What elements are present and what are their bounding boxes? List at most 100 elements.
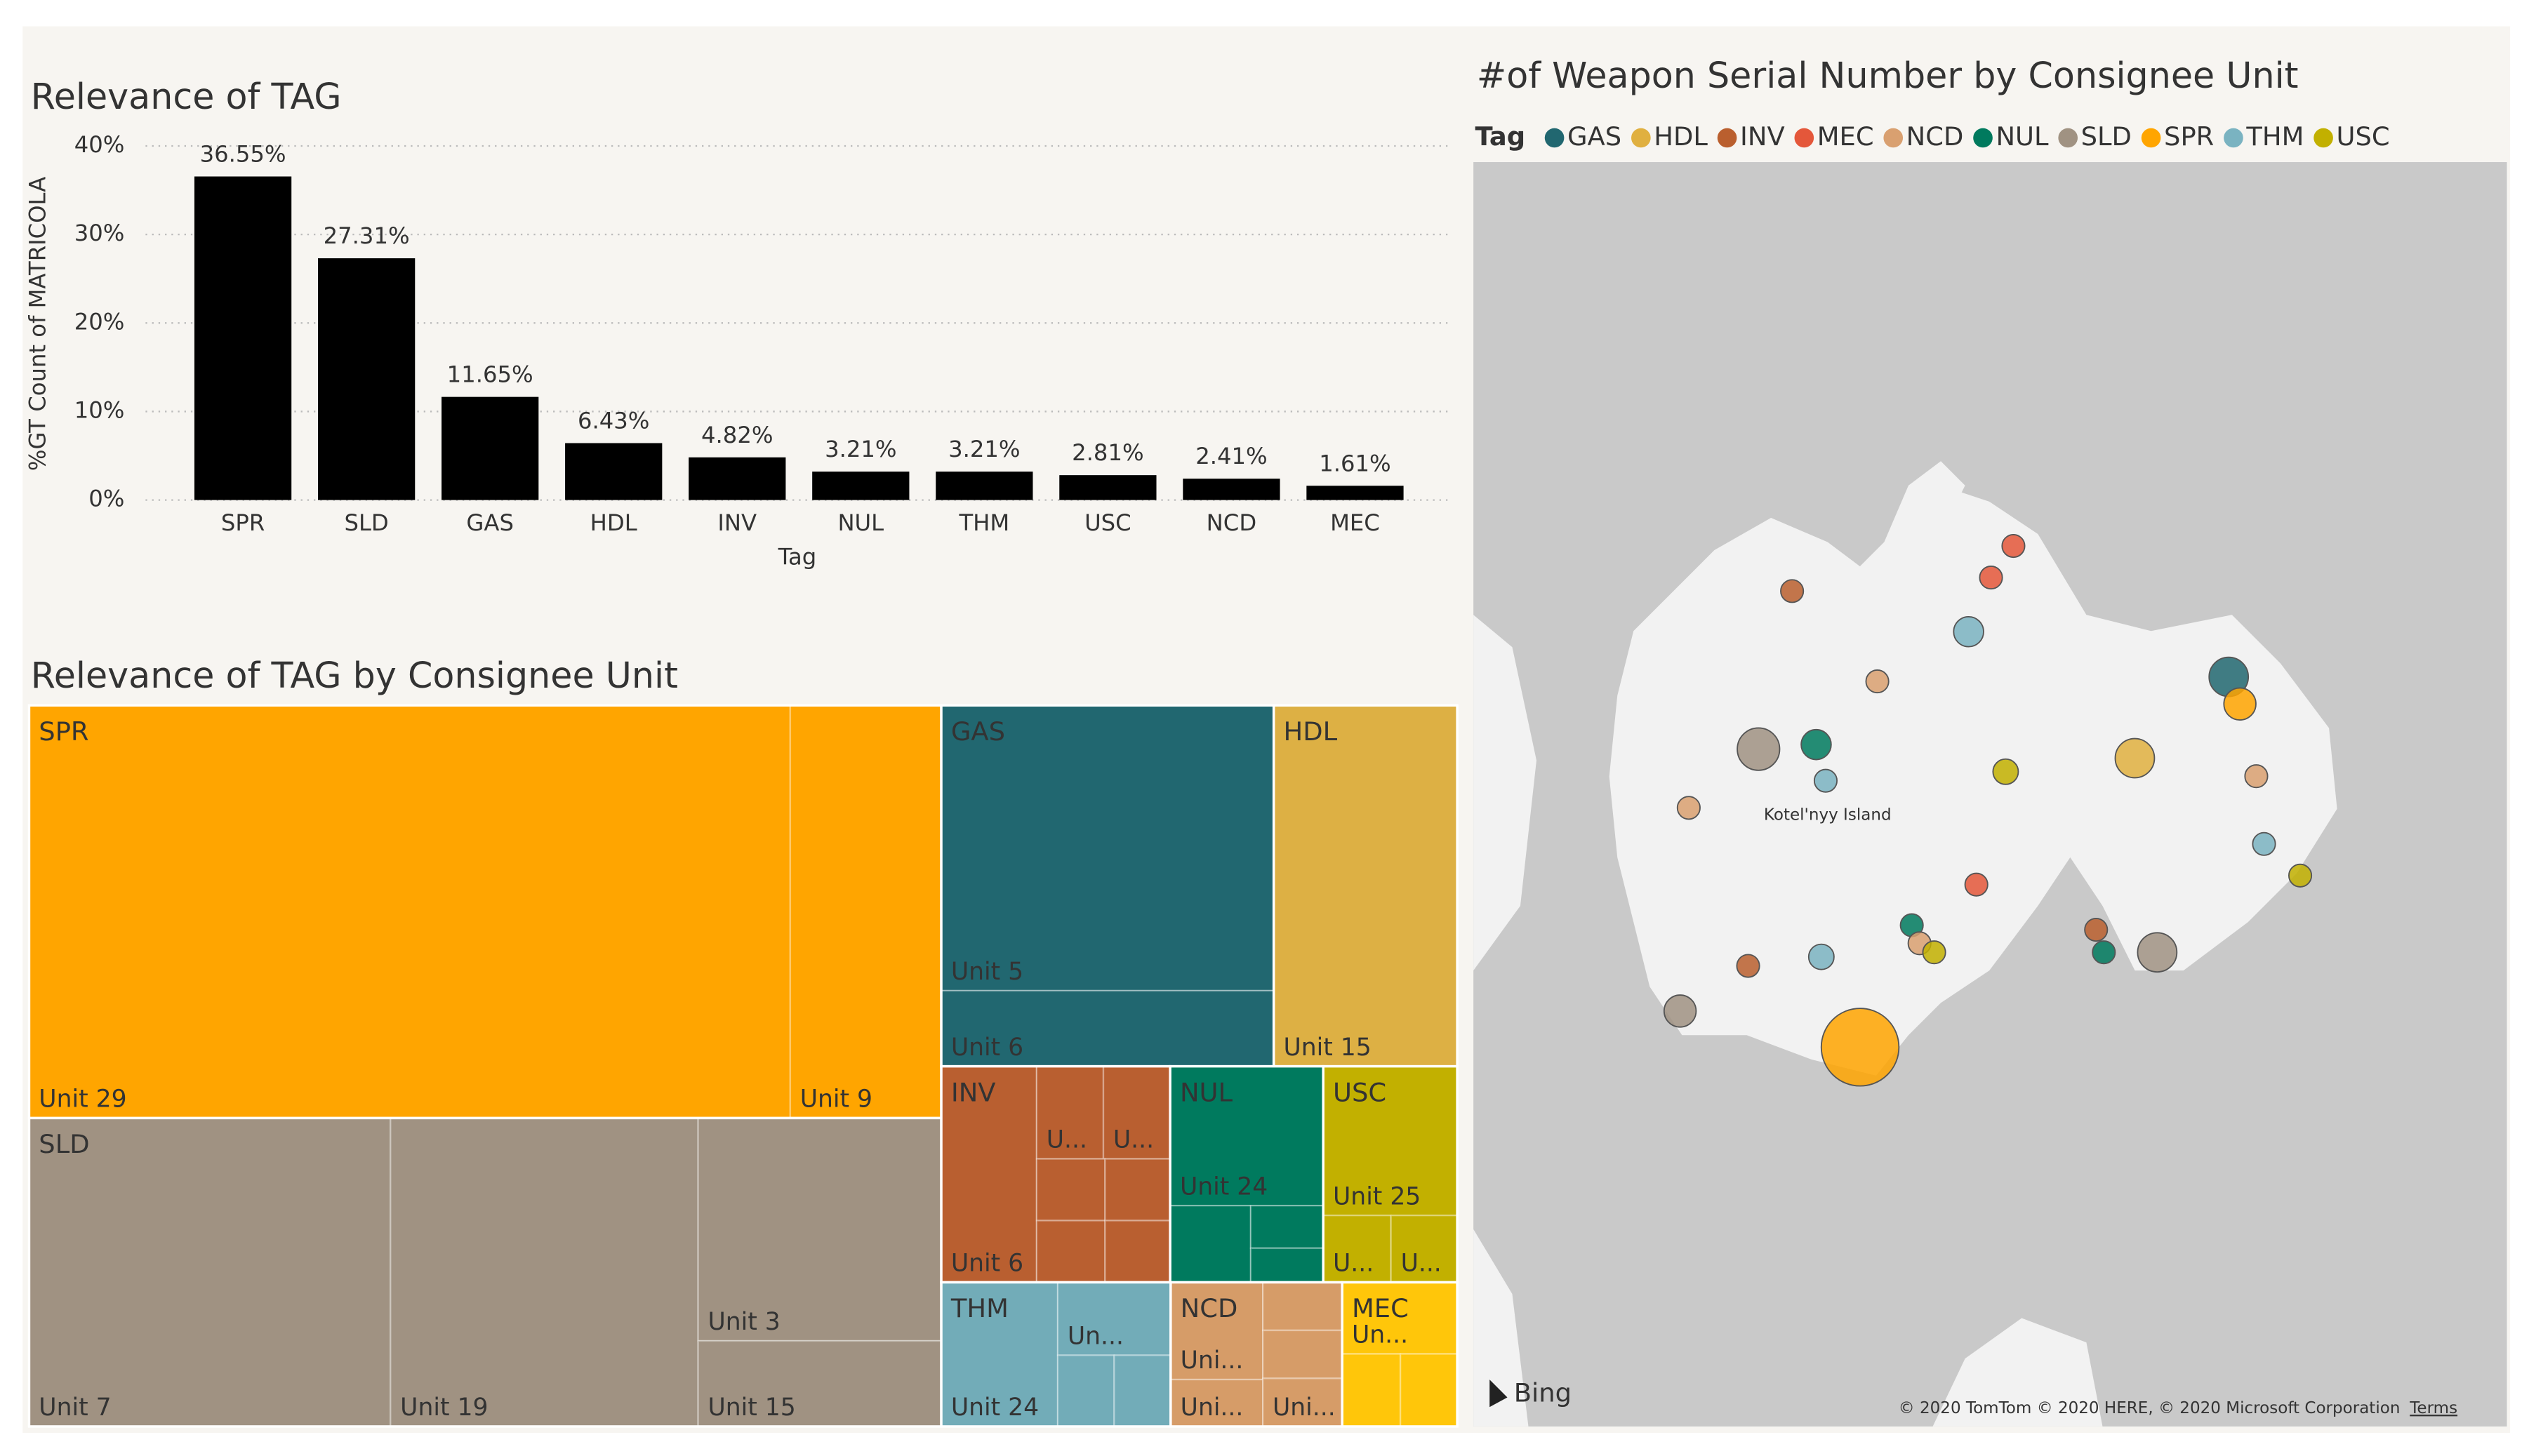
map-bubble xyxy=(2252,831,2276,856)
map-bubble xyxy=(2114,737,2156,779)
map-bubble xyxy=(2223,687,2257,721)
x-tick-label: SLD xyxy=(344,509,388,536)
bar xyxy=(565,443,663,500)
treemap-group: Unit 6 U... U... INV xyxy=(940,1064,1171,1284)
value-label: 2.81% xyxy=(1072,439,1143,466)
legend-swatch xyxy=(1544,128,1565,148)
treemap-tile xyxy=(1035,1158,1106,1222)
group-label: SLD xyxy=(39,1129,89,1159)
map-bubble xyxy=(1813,768,1838,793)
tile-label: Un... xyxy=(1068,1323,1124,1351)
map-bubble xyxy=(2001,533,2026,559)
tile-label: Unit 15 xyxy=(708,1394,795,1422)
legend-swatch xyxy=(2058,128,2078,148)
x-tick-label: USC xyxy=(1084,509,1131,536)
treemap-tile xyxy=(1113,1354,1171,1428)
legend-label: HDL xyxy=(1654,121,1708,152)
map-bubble xyxy=(1663,994,1697,1028)
tile-label: Unit 25 xyxy=(1333,1182,1421,1210)
y-tick-label: 20% xyxy=(74,308,125,335)
legend-label: USC xyxy=(2337,121,2390,152)
tile-label: Un... xyxy=(1352,1321,1408,1349)
tile-label: Unit 6 xyxy=(951,1034,1023,1062)
map-bubble xyxy=(1964,872,1989,897)
value-label: 3.21% xyxy=(948,436,1020,462)
bing-icon xyxy=(1489,1380,1508,1408)
map-bubble xyxy=(1820,1008,1900,1087)
y-tick-label: 0% xyxy=(88,486,124,512)
legend-swatch xyxy=(2224,128,2243,148)
treemap-tile xyxy=(940,1281,1059,1428)
bar xyxy=(1306,486,1404,500)
tile-label: Unit 7 xyxy=(39,1394,111,1422)
tile-label: U... xyxy=(1333,1250,1374,1278)
value-label: 2.41% xyxy=(1195,443,1267,469)
bar xyxy=(936,472,1033,500)
terms-link: Terms xyxy=(2409,1399,2457,1417)
tile-label: Unit 24 xyxy=(951,1394,1039,1422)
legend-label: MEC xyxy=(1817,121,1874,152)
x-tick-label: HDL xyxy=(590,509,637,536)
treemap-group: Unit 15 HDL xyxy=(1272,704,1459,1068)
x-tick-label: INV xyxy=(717,509,757,536)
bar xyxy=(442,396,539,500)
x-tick-label: SPR xyxy=(221,509,265,536)
map-bubble xyxy=(1807,943,1835,970)
treemap-tile xyxy=(1102,1065,1171,1160)
treemap-tile xyxy=(1322,1065,1459,1217)
map-bubble xyxy=(1953,616,1984,648)
legend-swatch xyxy=(1973,128,1993,148)
treemap-tile xyxy=(1341,1353,1402,1428)
map-bubble xyxy=(1736,954,1760,978)
legend-swatch xyxy=(2313,128,2333,148)
y-axis-title: %GT Count of MATRICOLA xyxy=(24,177,51,471)
bar xyxy=(1059,475,1157,500)
place-label: Kotel'nyy Island xyxy=(1764,806,1892,824)
x-tick-label: GAS xyxy=(466,509,514,536)
bar xyxy=(1183,479,1280,500)
tile-label: Unit 29 xyxy=(39,1086,126,1114)
treemap-tile xyxy=(390,1117,699,1428)
bar xyxy=(318,258,416,500)
legend-label: NCD xyxy=(1906,121,1964,152)
island xyxy=(1609,485,2337,1076)
map-bubble xyxy=(2092,940,2116,965)
treemap-tile xyxy=(697,1117,943,1342)
treemap-tile xyxy=(28,704,792,1119)
y-tick-label: 40% xyxy=(74,131,125,158)
group-border xyxy=(1341,1281,1459,1428)
treemap-tile xyxy=(789,704,943,1119)
map-bubble xyxy=(1676,796,1701,820)
treemap-tile xyxy=(1322,1215,1392,1283)
y-tick-label: 30% xyxy=(74,220,125,246)
value-label: 4.82% xyxy=(701,422,773,448)
treemap-tile xyxy=(1262,1329,1343,1380)
treemap-group: Unit 24 Un... THM xyxy=(940,1281,1172,1428)
map-bubble xyxy=(1922,940,1946,965)
legend-label: THM xyxy=(2245,121,2304,152)
legend-swatch xyxy=(1717,128,1737,148)
treemap-tile xyxy=(1104,1220,1171,1283)
x-tick-label: NUL xyxy=(837,509,884,536)
legend-label: GAS xyxy=(1567,121,1621,152)
treemap-tile xyxy=(1262,1281,1343,1332)
group-label: NUL xyxy=(1180,1077,1233,1107)
map-bubble xyxy=(2084,917,2109,942)
treemap-tile xyxy=(1262,1377,1343,1428)
treemap-tile xyxy=(940,1065,1038,1283)
legend-swatch xyxy=(1794,128,1814,148)
map-bubble xyxy=(2288,863,2313,888)
treemap-tile xyxy=(940,989,1275,1067)
x-axis-title: Tag xyxy=(778,544,817,570)
tile-label: Unit 19 xyxy=(400,1394,488,1422)
map-bubble xyxy=(1737,727,1781,771)
group-label: SPR xyxy=(39,716,88,747)
group-label: MEC xyxy=(1352,1293,1409,1323)
treemap-group: Unit 25 U... U... USC xyxy=(1322,1064,1459,1284)
bar xyxy=(194,176,292,500)
x-tick-label: MEC xyxy=(1330,509,1380,536)
map-bubble xyxy=(1780,579,1805,603)
map-bubble xyxy=(1992,758,2019,785)
value-label: 6.43% xyxy=(578,408,649,434)
